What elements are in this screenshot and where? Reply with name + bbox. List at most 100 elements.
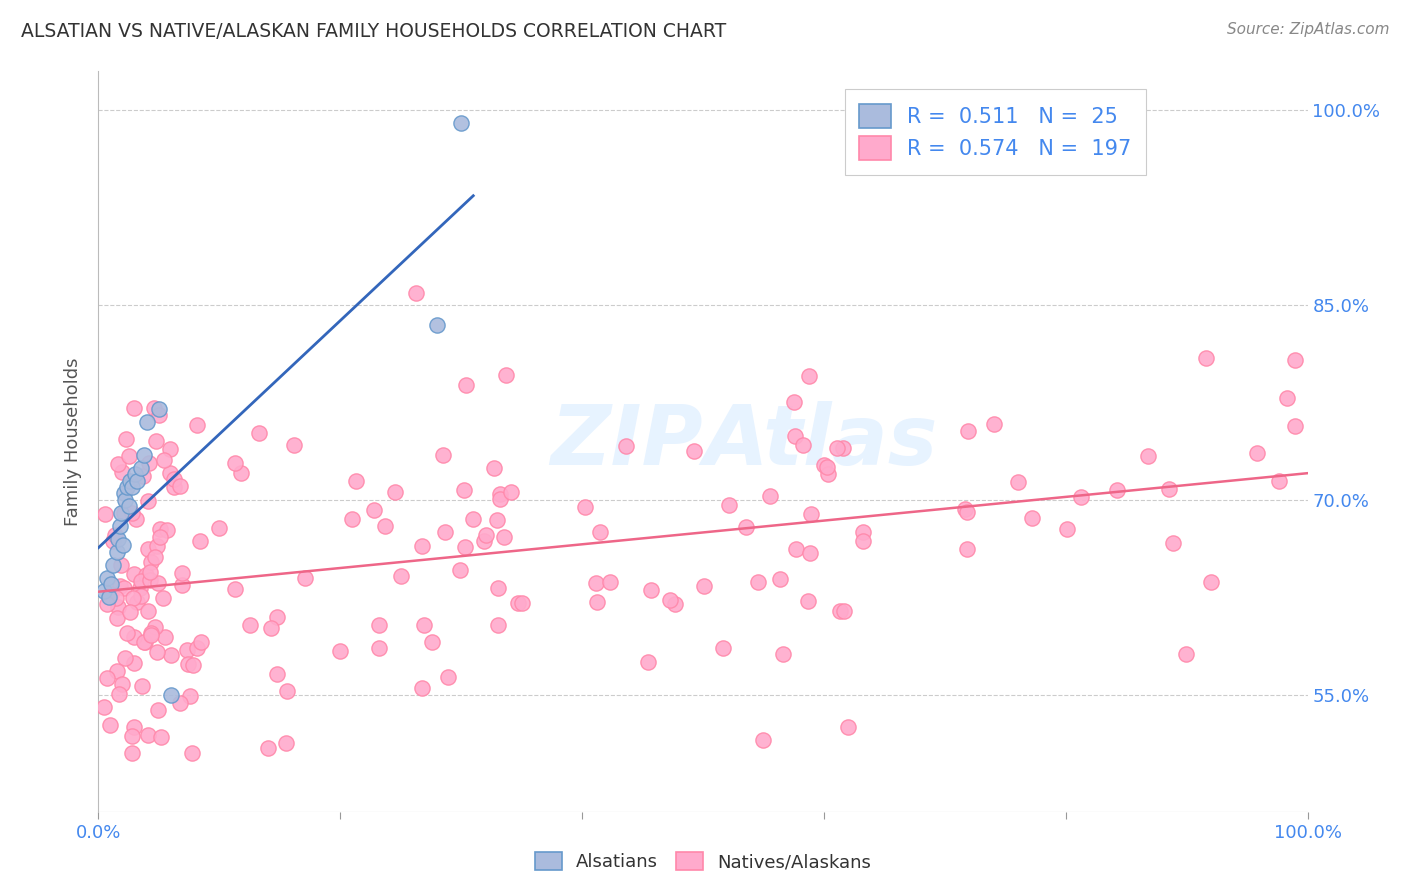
Point <box>183 657 205 672</box>
Point <box>1275 391 1298 405</box>
Point <box>100 577 122 591</box>
Point <box>837 720 859 734</box>
Point <box>1007 475 1029 489</box>
Point <box>817 467 839 481</box>
Point <box>136 541 159 556</box>
Point <box>499 484 522 499</box>
Point <box>117 480 139 494</box>
Point <box>276 736 298 750</box>
Point <box>96 571 118 585</box>
Point <box>374 519 396 533</box>
Point <box>114 650 136 665</box>
Point <box>139 555 162 569</box>
Point <box>135 568 157 582</box>
Point <box>105 545 128 559</box>
Point <box>208 521 231 535</box>
Point <box>389 569 412 583</box>
Text: Source: ZipAtlas.com: Source: ZipAtlas.com <box>1226 22 1389 37</box>
Point <box>145 434 167 449</box>
Point <box>384 485 406 500</box>
Point <box>953 501 976 516</box>
Point <box>105 610 128 624</box>
Point <box>134 448 156 462</box>
Point <box>772 647 794 661</box>
Point <box>422 635 444 649</box>
Point <box>107 532 129 546</box>
Point <box>163 472 186 486</box>
Point <box>129 589 152 603</box>
Point <box>131 468 153 483</box>
Point <box>266 610 288 624</box>
Point <box>111 465 134 479</box>
Point <box>813 458 835 472</box>
Point <box>589 524 612 539</box>
Point <box>138 457 160 471</box>
Point <box>1175 647 1198 661</box>
Point <box>257 741 280 756</box>
Point <box>98 591 121 605</box>
Legend: R =  0.511   N =  25, R =  0.574   N =  197: R = 0.511 N = 25, R = 0.574 N = 197 <box>845 89 1146 175</box>
Point <box>510 596 533 610</box>
Point <box>108 519 131 533</box>
Point <box>117 626 139 640</box>
Point <box>114 432 136 446</box>
Point <box>482 460 505 475</box>
Point <box>107 599 129 614</box>
Point <box>129 460 152 475</box>
Point <box>179 689 201 703</box>
Point <box>121 480 143 494</box>
Point <box>1159 482 1181 496</box>
Point <box>127 474 149 488</box>
Point <box>112 581 135 595</box>
Point <box>432 448 454 462</box>
Point <box>134 634 156 648</box>
Point <box>1021 511 1043 525</box>
Point <box>169 479 191 493</box>
Point <box>188 534 211 549</box>
Point <box>659 593 682 607</box>
Point <box>143 620 166 634</box>
Point <box>139 565 162 579</box>
Point <box>956 541 979 556</box>
Point <box>472 533 495 548</box>
Point <box>599 574 621 589</box>
Point <box>186 641 208 656</box>
Point <box>190 635 212 649</box>
Point <box>172 577 194 591</box>
Point <box>124 720 146 734</box>
Point <box>717 498 740 512</box>
Point <box>1070 490 1092 504</box>
Point <box>104 527 127 541</box>
Point <box>180 746 202 760</box>
Point <box>96 597 118 611</box>
Text: ALSATIAN VS NATIVE/ALASKAN FAMILY HOUSEHOLDS CORRELATION CHART: ALSATIAN VS NATIVE/ALASKAN FAMILY HOUSEH… <box>21 22 727 41</box>
Point <box>153 630 176 644</box>
Point <box>266 666 288 681</box>
Point <box>363 503 385 517</box>
Point <box>156 523 179 537</box>
Point <box>711 640 734 655</box>
Point <box>150 730 173 744</box>
Point <box>449 563 471 577</box>
Point <box>783 394 806 409</box>
Point <box>135 415 157 429</box>
Point <box>122 566 145 581</box>
Point <box>506 596 529 610</box>
Point <box>224 582 246 596</box>
Point <box>110 506 132 520</box>
Point <box>585 575 607 590</box>
Point <box>486 582 509 596</box>
Point <box>121 730 143 744</box>
Point <box>785 541 807 556</box>
Point <box>796 593 818 607</box>
Point <box>956 505 979 519</box>
Point <box>121 506 143 520</box>
Point <box>342 512 364 526</box>
Point <box>145 645 167 659</box>
Point <box>114 493 136 508</box>
Point <box>454 378 477 392</box>
Point <box>1284 352 1306 367</box>
Point <box>124 467 146 481</box>
Point <box>488 491 510 506</box>
Point <box>124 401 146 415</box>
